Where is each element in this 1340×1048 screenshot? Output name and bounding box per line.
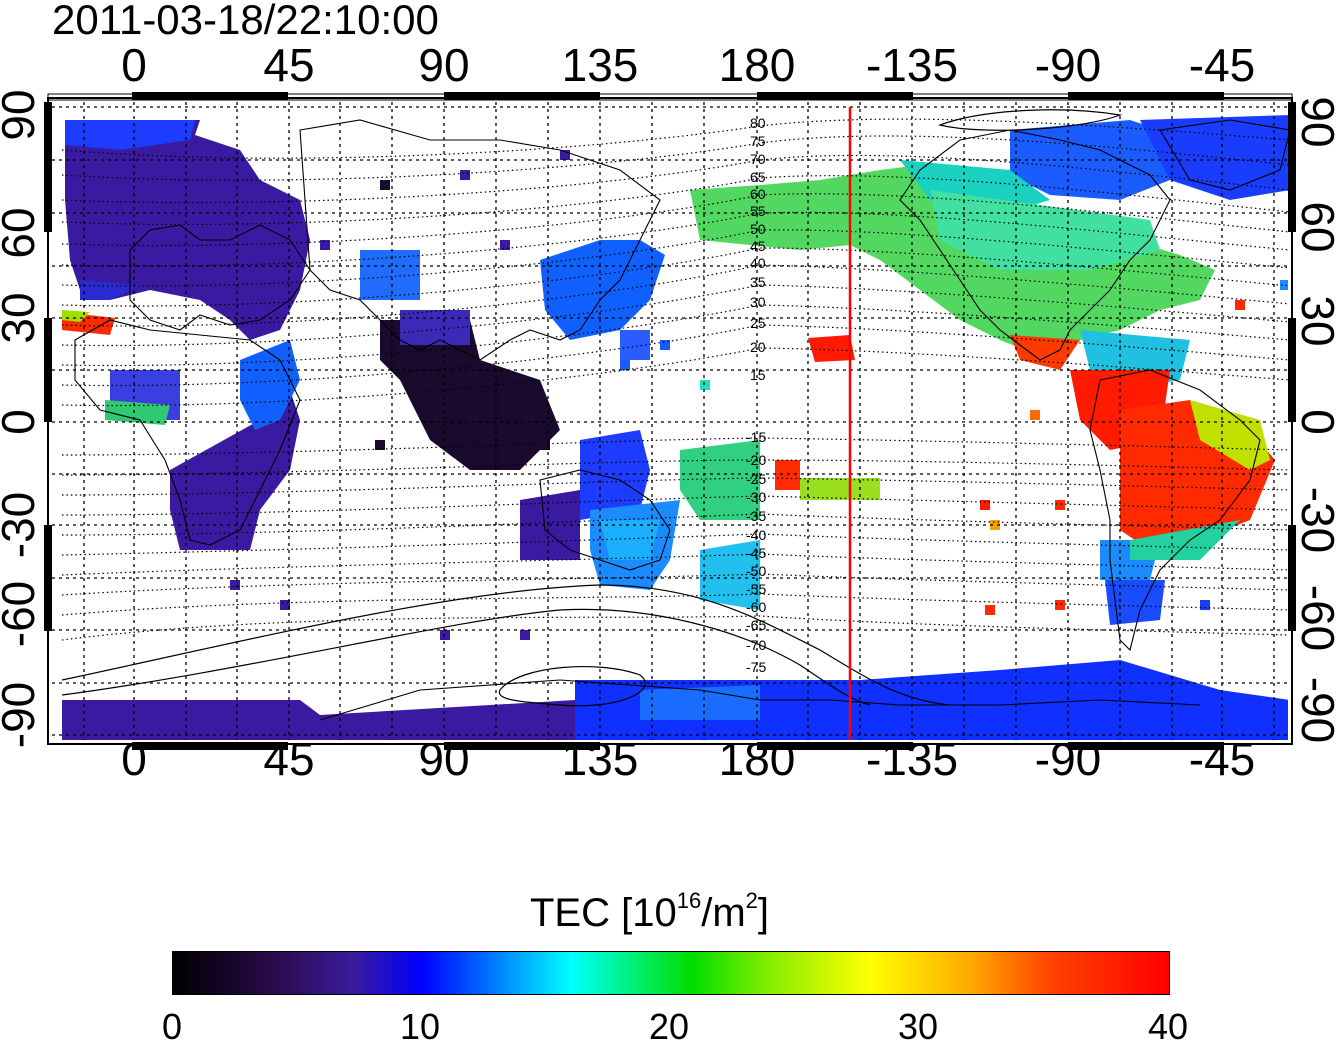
colorbar-title-prefix: TEC [10: [530, 891, 677, 935]
top-lon-tick-0: 0: [121, 39, 147, 91]
magnetic-latitude-labels: 80 75 70 65 60 55 50 45 40 35 30 25 20 1…: [746, 115, 766, 675]
mlat-label-40: 40: [750, 255, 766, 271]
colorbar-title-mid: /m: [701, 891, 746, 935]
frame-ticks: [44, 92, 1296, 750]
mlat-label-15: 15: [750, 367, 766, 383]
mlat-label-60: 60: [750, 186, 766, 202]
colorbar-tick-10: 10: [399, 1006, 441, 1047]
mlat-label-m75: -75: [746, 659, 766, 675]
mlat-label-45: 45: [750, 238, 766, 254]
top-lon-tick-m135: -135: [865, 39, 959, 91]
mlat-label-m30: -30: [746, 489, 766, 505]
colorbar-title: TEC [1016/m2]: [530, 888, 769, 936]
top-lon-tick-135: 135: [561, 39, 639, 91]
mlat-label-65: 65: [750, 169, 766, 185]
top-lon-tick-45: 45: [263, 39, 315, 91]
colorbar-tick-0: 0: [161, 1006, 183, 1047]
mlat-label-m20: -20: [746, 452, 766, 468]
timestamp-title: 2011-03-18/22:10:00: [52, 0, 439, 43]
colorbar-title-exp: 16: [676, 888, 702, 913]
mlat-label-35: 35: [750, 274, 766, 290]
mlat-label-50: 50: [750, 221, 766, 237]
mlat-label-75: 75: [750, 133, 766, 149]
top-lon-tick-m45: -45: [1188, 39, 1256, 91]
mlat-label-25: 25: [750, 315, 766, 331]
mlat-label-m55: -55: [746, 581, 766, 597]
top-lon-tick-90: 90: [418, 39, 470, 91]
colorbar-tick-30: 30: [897, 1006, 939, 1047]
mlat-label-m70: -70: [746, 637, 766, 653]
mlat-label-m15: -15: [746, 429, 766, 445]
mlat-label-m60: -60: [746, 599, 766, 615]
mlat-label-30: 30: [750, 294, 766, 310]
colorbar-tick-40: 40: [1147, 1006, 1189, 1047]
colorbar-title-suffix: ]: [757, 891, 770, 935]
tec-scatter-squares: [230, 150, 1288, 640]
top-lon-tick-180: 180: [718, 39, 796, 91]
colorbar-title-exp2: 2: [745, 888, 758, 913]
magnetic-contours: [61, 109, 1123, 707]
mlat-label-55: 55: [750, 203, 766, 219]
mlat-label-m65: -65: [746, 617, 766, 633]
tec-data-blobs: [62, 115, 1288, 740]
mlat-label-m25: -25: [746, 471, 766, 487]
mlat-label-m35: -35: [746, 508, 766, 524]
tec-colorbar: [172, 951, 1170, 995]
mlat-label-m50: -50: [746, 563, 766, 579]
mlat-label-m45: -45: [746, 545, 766, 561]
coastlines: [74, 119, 1288, 721]
mlat-label-70: 70: [750, 151, 766, 167]
top-lon-tick-m90: -90: [1034, 39, 1102, 91]
mlat-label-20: 20: [750, 339, 766, 355]
mlat-label-80: 80: [750, 115, 766, 131]
mlat-label-m40: -40: [746, 527, 766, 543]
colorbar-tick-20: 20: [648, 1006, 690, 1047]
